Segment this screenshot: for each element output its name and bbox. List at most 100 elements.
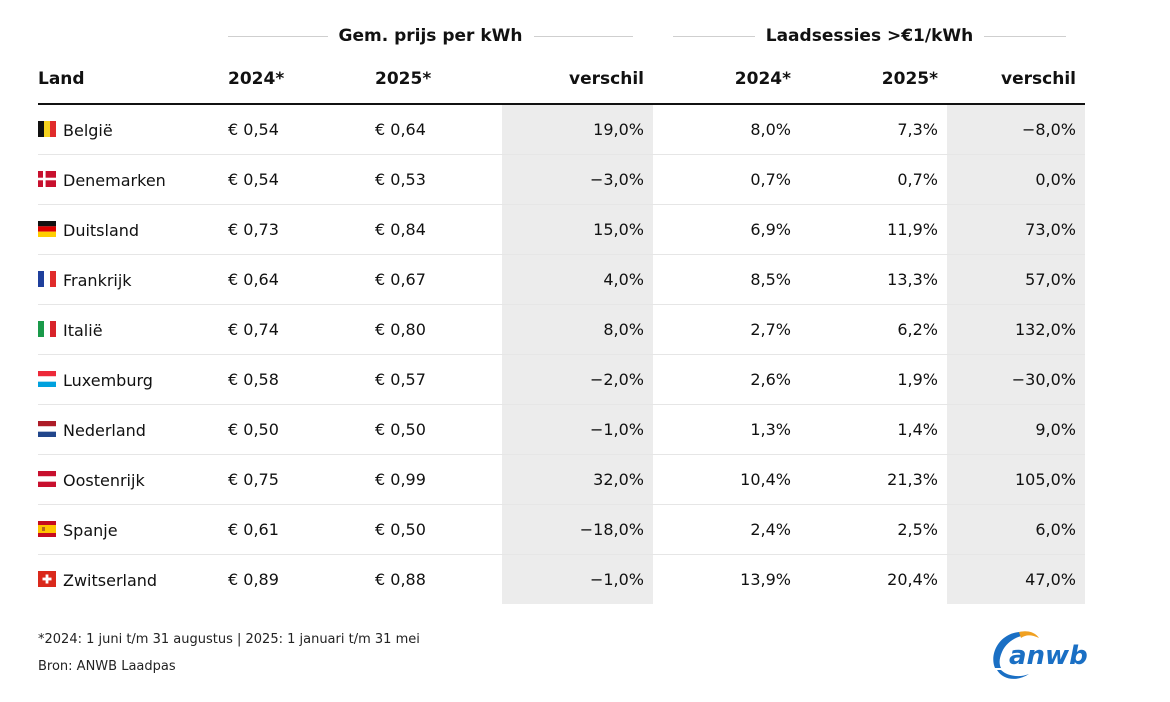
sessions-diff-cell: 6,0% [947, 504, 1085, 555]
column-header-sessions-diff: verschil [947, 54, 1085, 105]
price-group-header: Gem. prijs per kWh [228, 22, 634, 50]
country-name: Nederland [63, 420, 146, 440]
sessions-diff-cell: 47,0% [947, 554, 1085, 604]
table-row: Nederland € 0,50 € 0,50 −1,0% 1,3% 1,4% 9,0% [38, 404, 1085, 455]
column-header-price-2024: 2024* [228, 54, 375, 105]
price-diff-cell: −1,0% [502, 554, 653, 604]
price-diff-cell: 15,0% [502, 204, 653, 255]
price-2024-cell: € 0,58 [228, 354, 375, 405]
country-name: Denemarken [63, 170, 166, 190]
anwb-logo: anwb [993, 631, 1088, 679]
price-2025-cell: € 0,50 [375, 404, 502, 455]
price-2024-cell: € 0,61 [228, 504, 375, 555]
country-cell: Zwitserland [38, 555, 228, 605]
price-diff-cell: −1,0% [502, 404, 653, 455]
table-row: Spanje € 0,61 € 0,50 −18,0% 2,4% 2,5% 6,0% [38, 504, 1085, 555]
france-flag-icon [38, 270, 56, 287]
price-2025-cell: € 0,84 [375, 204, 502, 255]
table-row: België € 0,54 € 0,64 19,0% 8,0% 7,3% −8,0% [38, 104, 1085, 155]
footnote: *2024: 1 juni t/m 31 augustus | 2025: 1 … [38, 632, 420, 647]
country-name: Oostenrijk [63, 470, 145, 490]
sessions-2025-cell: 13,3% [800, 254, 947, 305]
country-cell: Luxemburg [38, 354, 228, 405]
table-row: Duitsland € 0,73 € 0,84 15,0% 6,9% 11,9% 73,0% [38, 204, 1085, 255]
sessions-diff-cell: 132,0% [947, 304, 1085, 355]
country-name: Zwitserland [63, 570, 158, 590]
price-diff-cell: 8,0% [502, 304, 653, 355]
sessions-2025-cell: 21,3% [800, 454, 947, 505]
price-2025-cell: € 0,57 [375, 354, 502, 405]
price-2024-cell: € 0,74 [228, 304, 375, 355]
price-2025-cell: € 0,64 [375, 104, 502, 155]
price-2025-cell: € 0,88 [375, 570, 426, 589]
country-cell: Nederland [38, 404, 228, 455]
table-row: Italië € 0,74 € 0,80 8,0% 2,7% 6,2% 132,0% [38, 304, 1085, 355]
price-diff-cell: −18,0% [502, 504, 653, 555]
price-diff-cell: 4,0% [502, 254, 653, 305]
price-diff-cell: −3,0% [502, 154, 653, 205]
column-header-price-2025: 2025* [375, 54, 502, 105]
sessions-2025-cell: 0,7% [800, 154, 947, 205]
country-name: Duitsland [63, 220, 140, 240]
price-2025-cell: € 0,50 [375, 504, 502, 555]
sessions-diff-cell: −30,0% [947, 354, 1085, 405]
sessions-group-header: Laadsessies >€1/kWh [673, 22, 1066, 50]
luxembourg-flag-icon [38, 370, 56, 387]
sessions-2025-cell: 1,4% [800, 404, 947, 455]
anwb-logo-text: anwb [1009, 641, 1088, 671]
sessions-2025-cell: 20,4% [887, 570, 938, 589]
sessions-2024-cell: 6,9% [653, 204, 800, 255]
sessions-diff-cell: −8,0% [947, 104, 1085, 155]
sessions-2024-cell: 0,7% [653, 154, 800, 205]
country-name: Luxemburg [63, 370, 153, 390]
sessions-2024-cell: 2,7% [653, 304, 800, 355]
sessions-2024-cell: 1,3% [653, 404, 800, 455]
table-row: Frankrijk € 0,64 € 0,67 4,0% 8,5% 13,3% 57,0% [38, 254, 1085, 305]
country-cell: België [38, 104, 228, 155]
country-name: Italië [63, 320, 103, 340]
country-cell: Spanje [38, 504, 228, 555]
sessions-group-label: Laadsessies >€1/kWh [765, 26, 974, 46]
table-row: Denemarken € 0,54 € 0,53 −3,0% 0,7% 0,7% 0,0% [38, 154, 1085, 205]
sessions-2024-cell: 13,9% [740, 570, 791, 589]
table-row: Zwitserland € 0,89 € 0,88 −1,0% 13,9% 20,4% 47… [38, 554, 1085, 605]
price-diff-cell: 32,0% [502, 454, 653, 505]
price-2025-cell: € 0,80 [375, 304, 502, 355]
price-2024-cell: € 0,75 [228, 454, 375, 505]
country-name: Frankrijk [63, 270, 132, 290]
price-2025-cell: € 0,99 [375, 454, 502, 505]
country-name: Spanje [63, 520, 118, 540]
spain-flag-icon [38, 520, 56, 537]
column-header-land: Land [38, 54, 228, 105]
sessions-2025-cell: 7,3% [800, 104, 947, 155]
sessions-diff-cell: 105,0% [947, 454, 1085, 505]
sessions-2024-cell: 10,4% [653, 454, 800, 505]
denmark-flag-icon [38, 170, 56, 187]
price-2024-cell: € 0,64 [228, 254, 375, 305]
germany-flag-icon [38, 220, 56, 237]
table-row: Luxemburg € 0,58 € 0,57 −2,0% 2,6% 1,9% −30,0% [38, 354, 1085, 405]
switzerland-flag-icon [38, 570, 56, 587]
price-2024-cell: € 0,73 [228, 204, 375, 255]
price-diff-cell: −2,0% [502, 354, 653, 405]
country-cell: Frankrijk [38, 254, 228, 305]
sessions-diff-cell: 57,0% [947, 254, 1085, 305]
column-header-sessions-2024: 2024* [653, 54, 800, 105]
header-rule-right [533, 35, 634, 37]
header-rule-right [984, 35, 1066, 37]
table-header-row: Land 2024* 2025* verschil 2024* 2025* ve… [38, 54, 1085, 105]
sessions-diff-cell: 0,0% [947, 154, 1085, 205]
country-cell: Oostenrijk [38, 454, 228, 505]
country-cell: Duitsland [38, 204, 228, 255]
price-2024-cell: € 0,54 [228, 154, 375, 205]
table-row: Oostenrijk € 0,75 € 0,99 32,0% 10,4% 21,3% 105… [38, 454, 1085, 505]
italy-flag-icon [38, 320, 56, 337]
sessions-2025-cell: 6,2% [800, 304, 947, 355]
sessions-2025-cell: 11,9% [800, 204, 947, 255]
sessions-2025-cell: 2,5% [800, 504, 947, 555]
sessions-2024-cell: 8,5% [653, 254, 800, 305]
price-diff-cell: 19,0% [502, 104, 653, 155]
austria-flag-icon [38, 470, 56, 487]
sessions-2024-cell: 8,0% [653, 104, 800, 155]
sessions-2024-cell: 2,6% [653, 354, 800, 405]
